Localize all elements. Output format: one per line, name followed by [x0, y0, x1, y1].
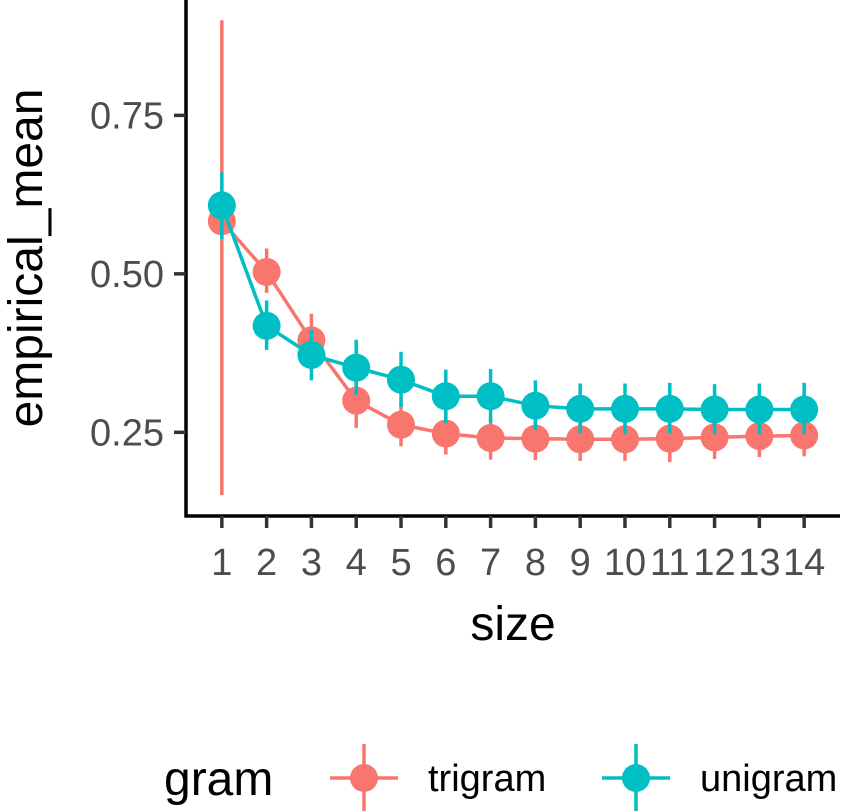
- legend-item-trigram: trigram: [330, 744, 546, 811]
- axis-layer: 0.250.500.75 1 2 3 4 5 6 7 8 9 10 11 12 13 14: [90, 0, 840, 584]
- legend-label: unigram: [700, 758, 837, 800]
- unigram-point: [566, 394, 595, 423]
- x-tick-label: 8: [525, 542, 546, 584]
- unigram-point: [342, 353, 371, 382]
- trigram-point: [252, 257, 281, 286]
- trigram-point: [431, 419, 460, 448]
- unigram-point: [476, 382, 505, 411]
- x-tick-label: 11: [650, 542, 689, 584]
- trigram-point: [700, 423, 729, 452]
- trigram-point: [387, 410, 416, 439]
- x-tick-label: 6: [435, 542, 456, 584]
- unigram-point: [790, 395, 819, 424]
- series-layer: [207, 20, 819, 496]
- series-trigram: [207, 20, 819, 496]
- x-axis-title: size: [470, 598, 555, 651]
- unigram-point: [297, 340, 326, 369]
- unigram-point: [431, 382, 460, 411]
- series-unigram: [207, 172, 819, 435]
- trigram-point: [521, 424, 550, 453]
- trigram-point: [655, 424, 684, 453]
- y-axis-title: empirical_mean: [0, 89, 53, 428]
- trigram-point: [745, 422, 774, 451]
- y-tick-label: 0.50: [90, 254, 164, 296]
- unigram-line: [220, 204, 805, 412]
- x-tick-label: 1: [211, 542, 232, 584]
- x-tick-label: 12: [693, 542, 735, 584]
- x-ticks: 1 2 3 4 5 6 7 8 9 10 11 12 13 14: [211, 516, 825, 584]
- y-tick-label: 0.25: [90, 412, 164, 454]
- unigram-point: [700, 395, 729, 424]
- unigram-point: [610, 394, 639, 423]
- legend-label: trigram: [428, 758, 546, 800]
- unigram-point: [207, 191, 236, 220]
- y-ticks: 0.25 0.50 0.75: [90, 95, 186, 454]
- legend-items: trigram unigram: [330, 744, 837, 811]
- unigram-point: [387, 365, 416, 394]
- trigram-point: [342, 386, 371, 415]
- x-tick-label: 13: [738, 542, 780, 584]
- trigram-point: [790, 421, 819, 450]
- x-tick-label: 14: [783, 542, 825, 584]
- x-tick-label: 9: [570, 542, 591, 584]
- legend-key-point: [622, 764, 650, 792]
- unigram-point: [252, 311, 281, 340]
- x-tick-label: 10: [604, 542, 646, 584]
- trigram-point: [476, 424, 505, 453]
- unigram-point: [521, 391, 550, 420]
- legend-title: gram: [164, 753, 273, 806]
- legend: gram trigram unigram: [164, 744, 837, 811]
- x-tick-label: 5: [390, 542, 411, 584]
- x-tick-label: 2: [256, 542, 277, 584]
- trigram-point: [610, 425, 639, 454]
- trigram-point: [566, 425, 595, 454]
- y-tick-label: 0.75: [90, 95, 164, 137]
- x-tick-label: 4: [346, 542, 367, 584]
- unigram-point: [655, 394, 684, 423]
- legend-item-unigram: unigram: [602, 744, 837, 811]
- x-tick-label: 3: [301, 542, 322, 584]
- unigram-point: [745, 395, 774, 424]
- x-tick-label: 7: [480, 542, 501, 584]
- legend-key-point: [350, 764, 378, 792]
